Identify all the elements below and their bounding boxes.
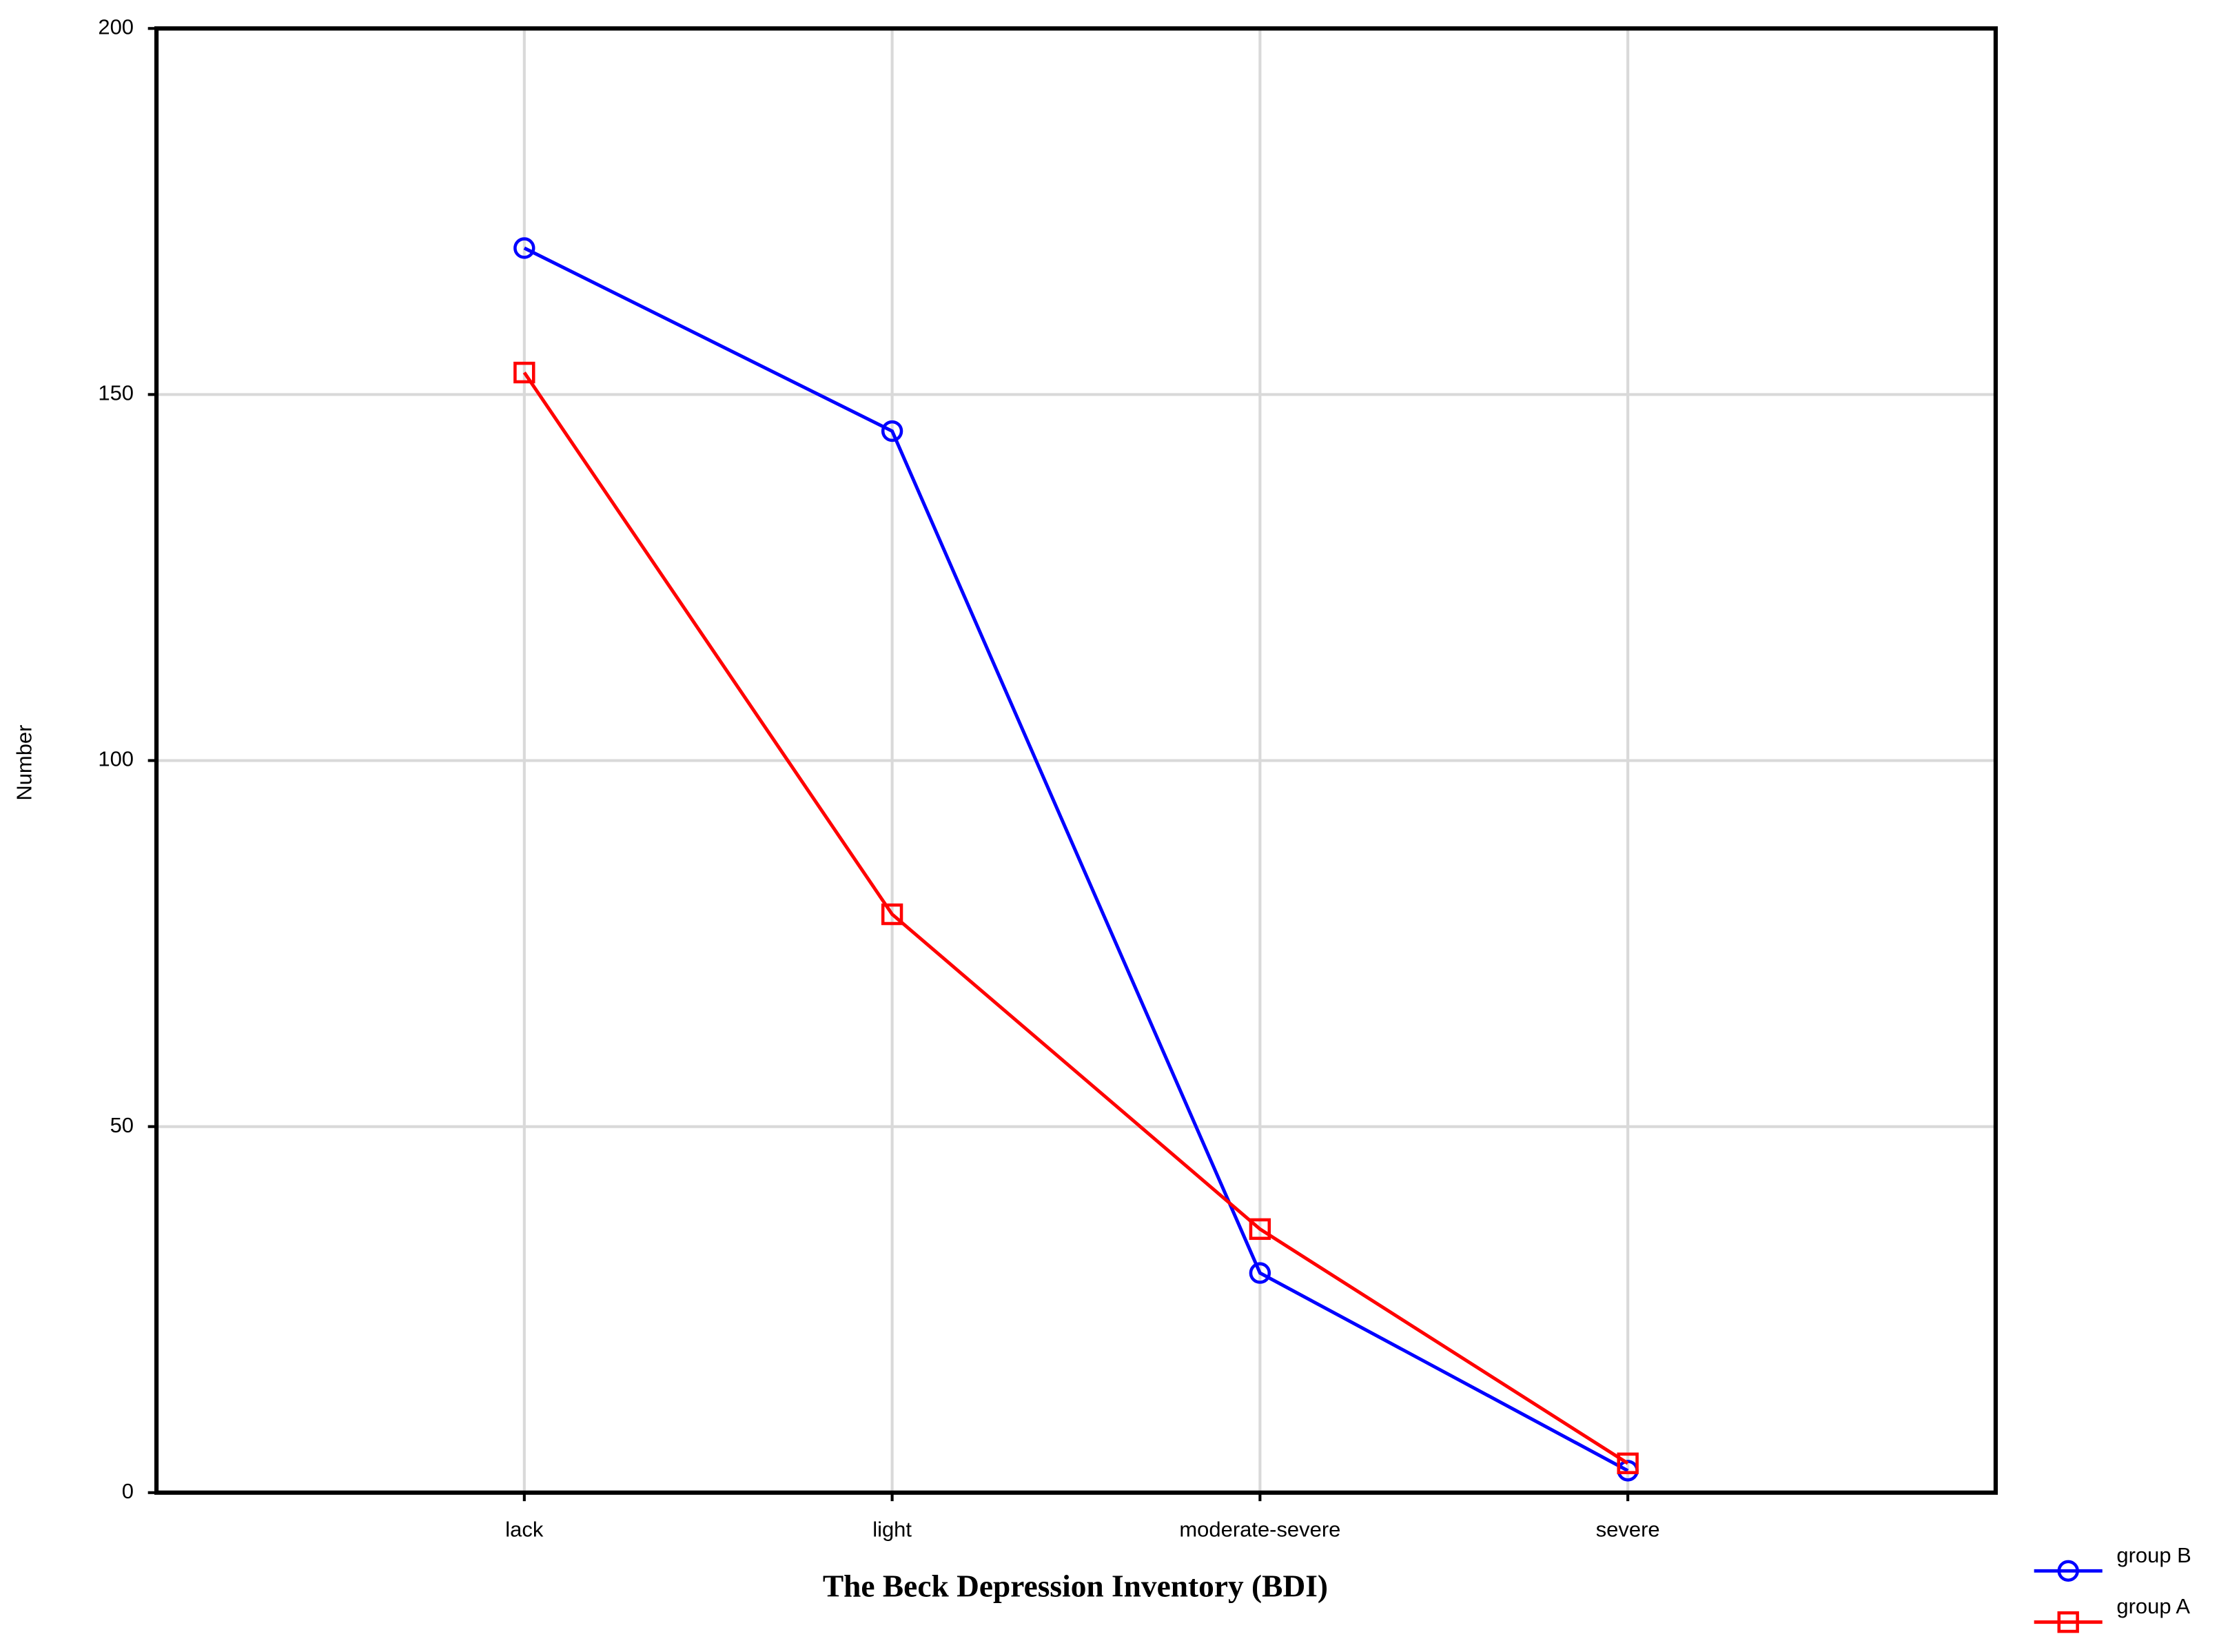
data-point bbox=[513, 361, 535, 384]
data-point bbox=[1249, 1218, 1271, 1241]
data-point bbox=[1249, 1262, 1271, 1284]
series-line bbox=[523, 246, 1629, 1473]
legend-label: group A bbox=[2116, 1594, 2190, 1618]
legend-marker bbox=[2057, 1611, 2079, 1633]
series-line bbox=[522, 371, 1629, 1465]
legend-label: group B bbox=[2116, 1543, 2191, 1567]
data-point bbox=[1617, 1452, 1639, 1474]
x-tick-label: lack bbox=[505, 1518, 544, 1542]
x-axis-label: The Beck Depression Inventory (BDI) bbox=[823, 1569, 1328, 1604]
data-point bbox=[513, 237, 535, 259]
x-tick-label: light bbox=[872, 1518, 912, 1542]
y-tick-label: 200 bbox=[98, 14, 134, 39]
plot-frame bbox=[154, 26, 1998, 1495]
y-tick-label: 100 bbox=[98, 747, 134, 771]
y-tick-label: 50 bbox=[110, 1113, 134, 1137]
x-tick-label: severe bbox=[1596, 1518, 1660, 1542]
legend-marker bbox=[2057, 1560, 2079, 1582]
data-point bbox=[881, 420, 903, 442]
y-tick-label: 0 bbox=[122, 1479, 134, 1503]
data-point bbox=[881, 903, 903, 926]
x-tick-label: moderate-severe bbox=[1179, 1518, 1340, 1542]
y-axis-label: Number bbox=[12, 725, 36, 801]
y-tick-label: 150 bbox=[98, 381, 134, 405]
